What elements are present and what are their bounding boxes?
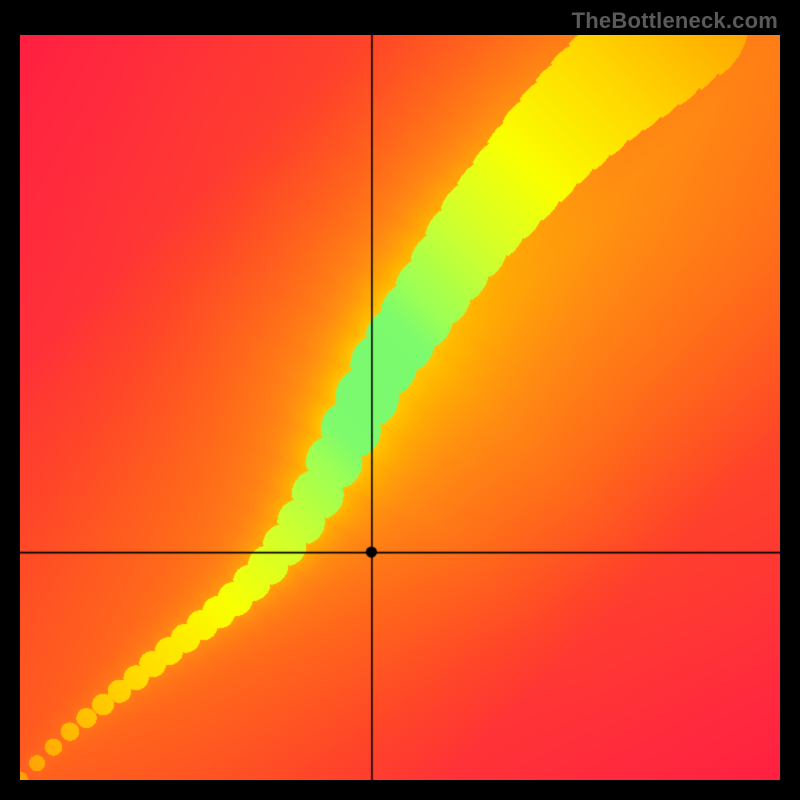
heatmap-plot <box>20 35 780 780</box>
watermark-text: TheBottleneck.com <box>572 8 778 34</box>
